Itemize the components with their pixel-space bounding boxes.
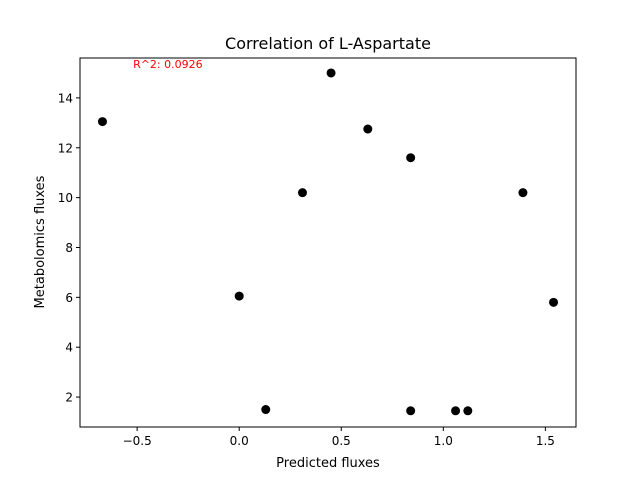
scatter-point — [451, 406, 461, 416]
x-tick-label: −0.5 — [123, 434, 152, 448]
x-tick-label: 0.5 — [332, 434, 351, 448]
scatter-point — [518, 188, 528, 198]
scatter-point — [261, 405, 271, 415]
y-axis-label: Metabolomics fluxes — [33, 175, 48, 308]
chart-title: Correlation of L-Aspartate — [225, 34, 431, 53]
y-tick-label: 14 — [58, 91, 73, 105]
y-tick-label: 2 — [65, 391, 73, 405]
x-tick-label: 1.0 — [434, 434, 453, 448]
scatter-point — [234, 291, 244, 301]
y-tick-label: 10 — [58, 191, 73, 205]
scatter-point — [97, 117, 107, 127]
plot-area-frame — [79, 57, 577, 428]
scatter-point — [363, 124, 373, 134]
y-tick-label: 4 — [65, 341, 73, 355]
x-tick-label: 1.5 — [536, 434, 555, 448]
scatter-point — [406, 153, 416, 163]
scatter-point — [549, 297, 559, 307]
scatter-point — [406, 406, 416, 416]
y-tick-label: 12 — [58, 141, 73, 155]
scatter-point — [297, 188, 307, 198]
x-tick-label: 0.0 — [230, 434, 249, 448]
y-tick-label: 6 — [65, 291, 73, 305]
scatter-point — [463, 406, 473, 416]
y-tick-label: 8 — [65, 241, 73, 255]
r-squared-annotation: R^2: 0.0926 — [133, 58, 203, 71]
scatter-point — [326, 68, 336, 78]
x-axis-label: Predicted fluxes — [276, 456, 380, 471]
